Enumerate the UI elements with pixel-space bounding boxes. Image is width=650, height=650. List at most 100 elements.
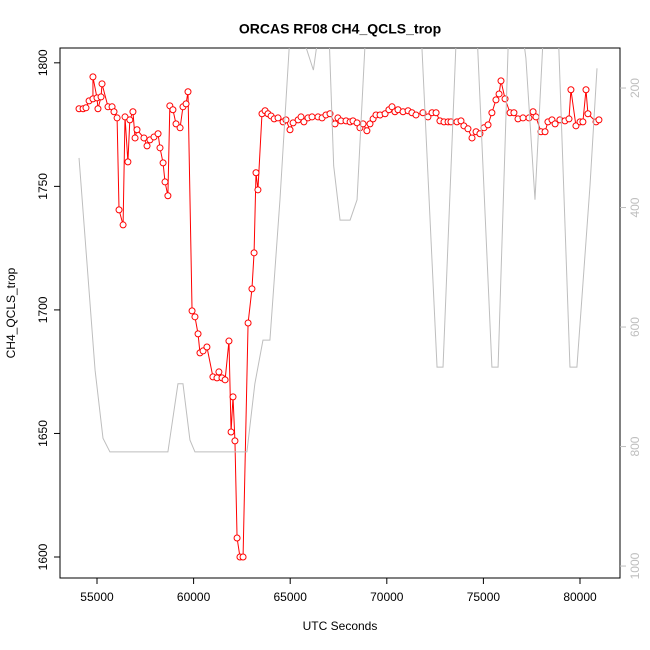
y-tick-label: 1700 — [36, 296, 50, 323]
data-point — [129, 108, 137, 116]
data-point — [501, 95, 509, 103]
data-point — [227, 428, 235, 436]
data-point — [172, 120, 180, 128]
data-point — [567, 86, 575, 94]
data-point — [495, 90, 503, 98]
data-point — [233, 534, 241, 542]
x-tick-label: 65000 — [274, 590, 308, 604]
data-point — [89, 73, 97, 81]
data-point — [182, 100, 190, 108]
data-point — [282, 116, 290, 124]
x-tick-label: 60000 — [177, 590, 211, 604]
data-point — [113, 114, 121, 122]
y-tick-label: 1800 — [36, 49, 50, 76]
data-point — [366, 120, 374, 128]
data-point — [274, 114, 282, 122]
y2-tick-label: 200 — [628, 78, 642, 98]
data-point — [492, 96, 500, 104]
data-point — [164, 192, 172, 200]
data-point — [331, 120, 339, 128]
data-point — [551, 120, 559, 128]
data-point — [529, 108, 537, 116]
data-point — [159, 159, 167, 167]
y2-tick-label: 800 — [628, 436, 642, 456]
x-axis-label: UTC Seconds — [303, 619, 378, 633]
data-point — [97, 93, 105, 101]
data-point — [161, 178, 169, 186]
data-point — [510, 109, 518, 117]
data-point — [119, 221, 127, 229]
data-point — [239, 553, 247, 561]
data-point — [532, 113, 540, 121]
data-point — [363, 127, 371, 135]
data-point — [176, 124, 184, 132]
data-point — [124, 158, 132, 166]
data-point — [484, 121, 492, 129]
x-tick-label: 55000 — [80, 590, 114, 604]
data-point — [248, 285, 256, 293]
x-tick-label: 75000 — [467, 590, 501, 604]
data-point — [464, 125, 472, 133]
data-point — [254, 186, 262, 194]
data-point — [194, 330, 202, 338]
data-point — [300, 118, 308, 126]
data-point — [126, 116, 134, 124]
data-point — [572, 122, 580, 130]
data-point — [203, 343, 211, 351]
plot-area — [75, 48, 603, 561]
data-point — [82, 104, 90, 112]
y2-tick-label: 600 — [628, 317, 642, 337]
y2-tick-label: 1000 — [628, 552, 642, 579]
data-point — [98, 80, 106, 88]
data-point — [519, 114, 527, 122]
data-point — [133, 126, 141, 134]
data-point — [252, 169, 260, 177]
data-point — [156, 144, 164, 152]
data-point — [579, 118, 587, 126]
data-point — [525, 114, 533, 122]
data-point — [143, 142, 151, 150]
data-point — [115, 206, 123, 214]
y-tick-label: 1750 — [36, 173, 50, 200]
data-point — [412, 111, 420, 119]
data-point — [229, 393, 237, 401]
y-axis-label: CH4_QCLS_trop — [4, 267, 18, 358]
data-point — [488, 109, 496, 117]
data-point — [221, 376, 229, 384]
data-point — [497, 77, 505, 85]
data-point — [215, 368, 223, 376]
data-point — [169, 106, 177, 114]
chart-title: ORCAS RF08 CH4_QCLS_trop — [239, 21, 441, 37]
data-point — [468, 134, 476, 142]
data-point — [94, 105, 102, 113]
data-point — [225, 337, 233, 345]
data-point — [289, 119, 297, 127]
x-tick-label: 70000 — [370, 590, 404, 604]
data-point — [188, 307, 196, 315]
data-point — [140, 134, 148, 142]
data-point — [595, 116, 603, 124]
data-point — [131, 134, 139, 142]
data-point — [432, 109, 440, 117]
data-point — [582, 86, 590, 94]
data-point — [244, 319, 252, 327]
y2-tick-label: 400 — [628, 197, 642, 217]
x-tick-label: 80000 — [563, 590, 597, 604]
data-point — [110, 108, 118, 116]
data-point — [231, 437, 239, 445]
plot-frame — [59, 47, 621, 579]
data-point — [359, 120, 367, 128]
data-point — [419, 109, 427, 117]
data-point — [286, 126, 294, 134]
y-tick-label: 1600 — [36, 543, 50, 570]
data-point — [184, 88, 192, 96]
data-point — [250, 249, 258, 257]
series-line — [78, 48, 598, 453]
data-point — [584, 110, 592, 118]
data-point — [308, 113, 316, 121]
data-point — [154, 130, 162, 138]
data-point — [541, 128, 549, 136]
data-point — [565, 115, 573, 123]
y-tick-label: 1650 — [36, 420, 50, 447]
